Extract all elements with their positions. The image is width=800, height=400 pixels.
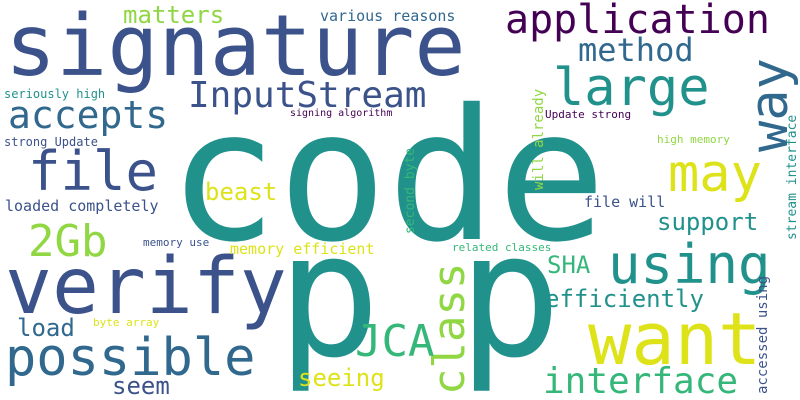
word-may: may bbox=[668, 148, 762, 200]
word-efficiently: efficiently bbox=[545, 287, 704, 311]
word-jca: JCA bbox=[355, 320, 434, 364]
word-sha: SHA bbox=[547, 253, 590, 277]
word-seriously-high: seriously high bbox=[4, 88, 105, 100]
word-seem: seem bbox=[112, 374, 170, 398]
word-loaded-completely: loaded completely bbox=[5, 199, 159, 214]
word-support: support bbox=[657, 210, 758, 234]
word-memory-efficient: memory efficient bbox=[230, 242, 375, 257]
word-memory-use: memory use bbox=[143, 237, 209, 248]
word-will-already: will already bbox=[532, 89, 546, 190]
word-load: load bbox=[17, 316, 75, 340]
word-strong-update: strong Update bbox=[4, 136, 98, 148]
word-class: class bbox=[428, 263, 472, 395]
word-seeing: seeing bbox=[298, 366, 385, 390]
word-interface: interface bbox=[543, 364, 738, 400]
word-various-reasons: various reasons bbox=[320, 9, 455, 24]
word-accepts: accepts bbox=[8, 96, 168, 134]
word-matters: matters bbox=[123, 3, 224, 27]
word-method: method bbox=[578, 34, 694, 66]
word-signing-algorithm: signing algorithm bbox=[290, 109, 392, 119]
word-update-strong: Update strong bbox=[545, 109, 631, 120]
word-accessed-using: accessed using bbox=[756, 276, 770, 394]
word-high-memory: high memory bbox=[657, 134, 730, 145]
word-2gb: 2Gb bbox=[28, 220, 107, 264]
word-file: file bbox=[28, 145, 158, 199]
word-p-small: p bbox=[41, 168, 46, 176]
word-using: using bbox=[608, 238, 771, 292]
word-byte-array: byte array bbox=[93, 317, 159, 328]
word-stream-interface: stream interface bbox=[786, 115, 799, 240]
word-beast: beast bbox=[205, 180, 277, 204]
word-related-classes: related classes bbox=[452, 242, 551, 253]
word-file-will: file will bbox=[584, 195, 665, 210]
word-second-byte: second byte bbox=[404, 148, 417, 234]
word-large: large bbox=[553, 62, 710, 114]
